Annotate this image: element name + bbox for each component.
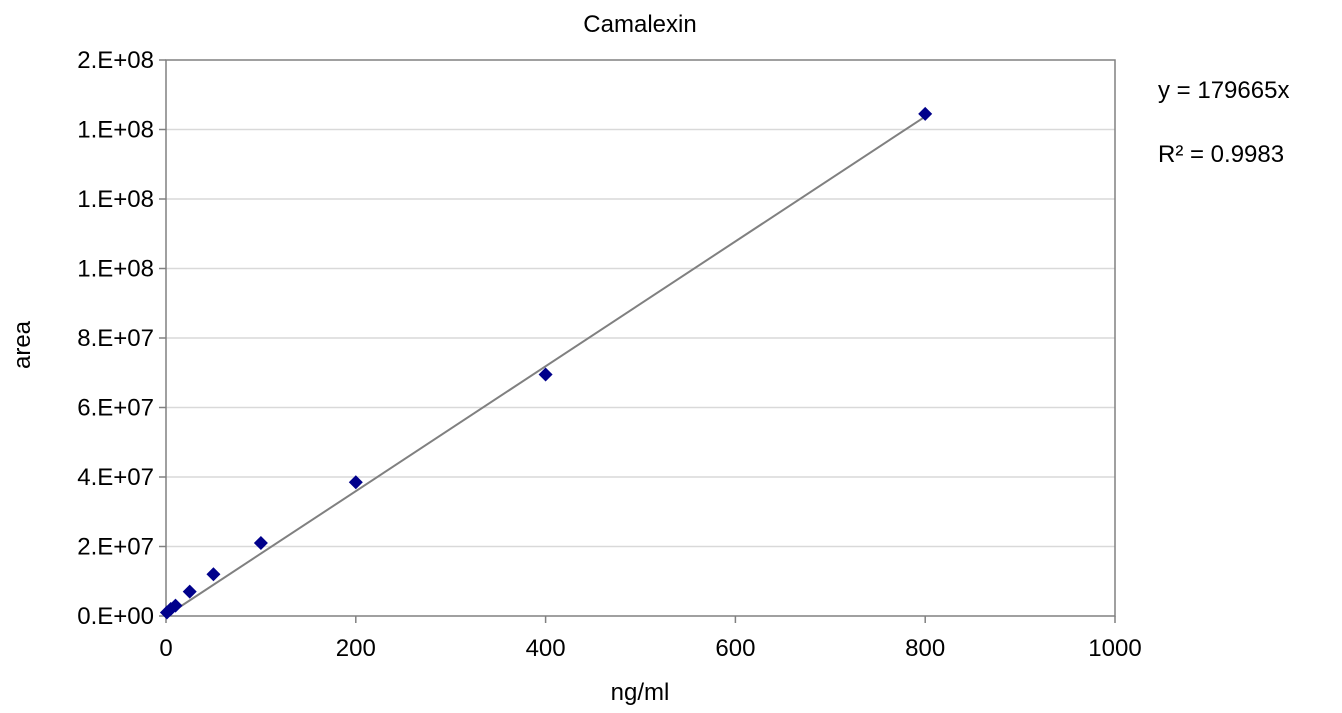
data-point [253,536,268,551]
x-tick-label: 400 [526,635,566,662]
data-point [538,367,553,382]
data-point [206,567,221,582]
x-axis-ticks: 0 200 400 600 800 1000 [159,616,1142,662]
y-tick-label: 8.E+07 [77,325,154,352]
x-tick-label: 800 [905,635,945,662]
y-tick-label: 2.E+07 [77,534,154,561]
trendline [165,115,926,617]
gridlines [166,128,1115,548]
y-axis-label: area [9,320,36,369]
y-tick-label: 1.E+08 [77,256,154,283]
data-points [159,106,933,620]
y-tick-label: 1.E+08 [77,117,154,144]
chart-title: Camalexin [583,11,696,38]
x-axis-label: ng/ml [611,679,670,706]
y-tick-label: 4.E+07 [77,464,154,491]
y-tick-label: 6.E+07 [77,395,154,422]
y-tick-label: 2.E+08 [77,47,154,74]
trendline-equation: y = 179665x [1158,77,1289,104]
x-tick-label: 200 [336,635,376,662]
y-axis-ticks: 0.E+00 2.E+07 4.E+07 6.E+07 8.E+07 1.E+08 1.E+… [77,47,166,630]
x-tick-label: 0 [159,635,172,662]
data-point [918,106,933,121]
y-tick-label: 1.E+08 [77,186,154,213]
y-tick-label: 0.E+00 [77,603,154,630]
data-point [168,598,183,613]
data-point [182,584,197,599]
data-point [348,475,363,490]
r-squared-value: R² = 0.9983 [1158,141,1284,168]
x-tick-label: 1000 [1088,635,1141,662]
x-tick-label: 600 [715,635,755,662]
